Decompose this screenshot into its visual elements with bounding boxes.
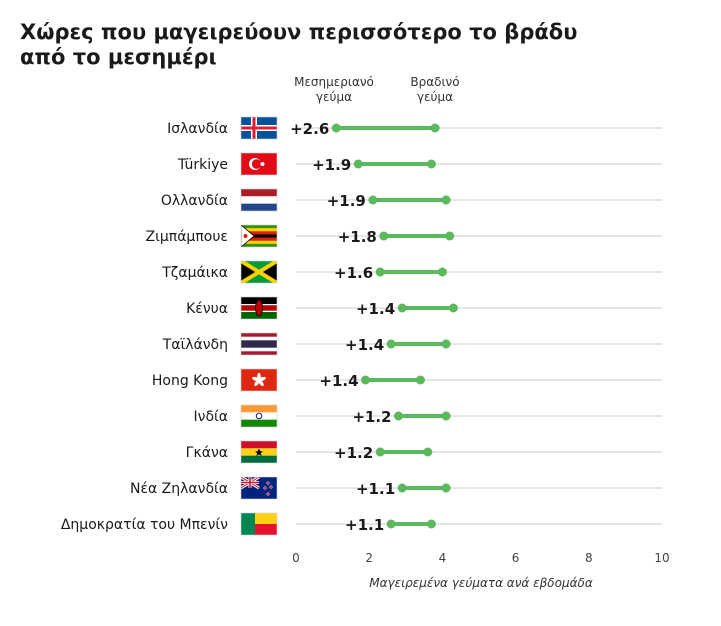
country-label: Δημοκρατία του Μπενίν [61, 517, 228, 533]
x-tick-label: 10 [654, 551, 669, 565]
country-label: Γκάνα [186, 445, 228, 461]
lunch-point [375, 447, 385, 457]
dinner-point [441, 411, 451, 421]
legend-lunch-line1: Μεσημεριανό [294, 75, 374, 89]
country-label: Türkiye [177, 157, 228, 173]
chart-row: Türkiye +1.9 [177, 152, 436, 176]
difference-label: +2.6 [290, 120, 329, 138]
hong-kong-flag-icon [240, 368, 278, 392]
netherlands-flag-icon [240, 188, 278, 212]
difference-label: +1.4 [319, 372, 358, 390]
chart-row: Ζιμπάμπουε +1.8 [146, 224, 455, 248]
difference-label: +1.4 [345, 336, 384, 354]
new-zealand-flag-icon [240, 476, 278, 500]
chart-row: Κένυα +1.4 [186, 296, 458, 320]
benin-flag-icon [240, 512, 278, 536]
lunch-point [368, 195, 378, 205]
lunch-point [353, 159, 363, 169]
lunch-point [386, 339, 396, 349]
lunch-point [379, 231, 389, 241]
x-axis-label: Μαγειρεμένα γεύματα ανά εβδομάδα [369, 576, 593, 590]
lunch-point [397, 303, 407, 313]
chart-title: Χώρες που μαγειρεύουν περισσότερο το βρά… [20, 20, 578, 69]
country-label: Τζαμάικα [161, 265, 228, 281]
dinner-point [448, 303, 458, 313]
dinner-point [441, 483, 451, 493]
difference-label: +1.1 [356, 480, 395, 498]
difference-label: +1.2 [334, 444, 373, 462]
chart-row: Ολλανδία +1.9 [161, 188, 451, 212]
legend-dinner-line1: Βραδινό [410, 75, 459, 89]
difference-label: +1.2 [352, 408, 391, 426]
difference-label: +1.8 [338, 228, 377, 246]
chart-row: Ταϊλάνδη +1.4 [162, 332, 451, 356]
difference-label: +1.4 [356, 300, 395, 318]
chart-row: Ισλανδία +2.6 [167, 116, 440, 140]
dinner-point [445, 231, 455, 241]
dinner-point [441, 339, 451, 349]
dinner-point [441, 195, 451, 205]
dinner-point [415, 375, 425, 385]
chart-row: Hong Kong +1.4 [152, 368, 425, 392]
dinner-point [423, 447, 433, 457]
lunch-point [375, 267, 385, 277]
difference-label: +1.1 [345, 516, 384, 534]
lunch-point [393, 411, 403, 421]
country-label: Ισλανδία [167, 121, 228, 137]
dinner-point [426, 159, 436, 169]
turkey-flag-icon [240, 152, 278, 176]
country-label: Hong Kong [152, 373, 228, 389]
chart-row: Νέα Ζηλανδία +1.1 [130, 476, 451, 500]
dinner-point [426, 519, 436, 529]
country-label: Νέα Ζηλανδία [130, 481, 228, 497]
x-tick-label: 6 [512, 551, 520, 565]
iceland-flag-icon [240, 116, 278, 140]
x-tick-label: 2 [365, 551, 373, 565]
india-flag-icon [240, 404, 278, 428]
ghana-flag-icon [240, 440, 278, 464]
lunch-point [386, 519, 396, 529]
country-label: Ολλανδία [161, 193, 228, 209]
dinner-point [430, 123, 440, 133]
country-label: Ζιμπάμπουε [146, 229, 228, 245]
zimbabwe-flag-icon [240, 224, 278, 248]
thailand-flag-icon [240, 332, 278, 356]
country-label: Ινδία [194, 409, 228, 425]
chart-row: Τζαμάικα +1.6 [161, 260, 447, 284]
x-tick-label: 8 [585, 551, 593, 565]
lunch-point [331, 123, 341, 133]
dinner-point [437, 267, 447, 277]
lunch-point [361, 375, 371, 385]
difference-label: +1.9 [312, 156, 351, 174]
country-label: Ταϊλάνδη [162, 337, 228, 353]
x-tick-label: 4 [439, 551, 447, 565]
country-label: Κένυα [186, 301, 228, 317]
jamaica-flag-icon [240, 260, 278, 284]
difference-label: +1.6 [334, 264, 373, 282]
difference-label: +1.9 [327, 192, 366, 210]
lunch-point [397, 483, 407, 493]
x-tick-label: 0 [292, 551, 300, 565]
chart-row: Δημοκρατία του Μπενίν +1.1 [61, 512, 436, 536]
kenya-flag-icon [240, 296, 278, 320]
legend-dinner-line2: γεύμα [417, 90, 453, 104]
legend-lunch-line2: γεύμα [316, 90, 352, 104]
chart-row: Γκάνα +1.2 [186, 440, 433, 464]
chart-row: Ινδία +1.2 [194, 404, 451, 428]
